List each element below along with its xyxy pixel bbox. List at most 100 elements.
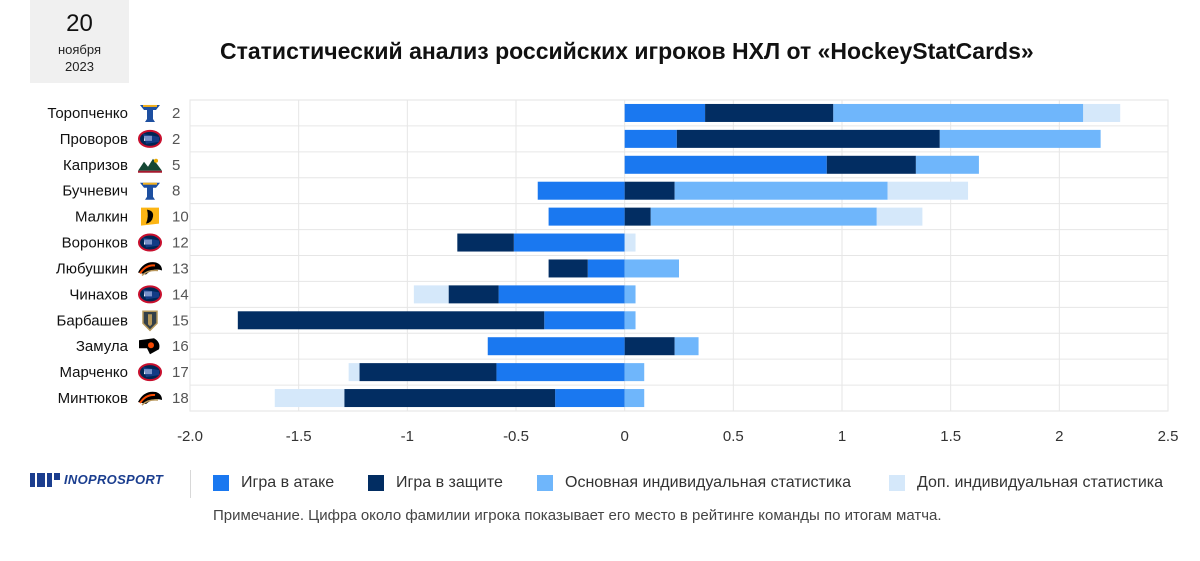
- wild-logo-icon: [138, 158, 162, 173]
- bar-defense: [624, 207, 651, 226]
- player-name: Бучневич: [62, 183, 128, 200]
- brand-mark-icon: [30, 472, 60, 487]
- legend-swatch-extra-stats: [889, 475, 905, 491]
- bar-defense: [457, 233, 514, 252]
- player-name: Любушкин: [56, 260, 128, 277]
- bar-attack: [555, 389, 625, 408]
- team-rank: 2: [172, 131, 180, 148]
- bar-main_stats: [674, 337, 699, 356]
- footnote: Примечание. Цифра около фамилии игрока п…: [213, 507, 942, 524]
- bar-attack: [624, 129, 677, 148]
- bar-extra_stats: [1083, 103, 1121, 122]
- bar-main_stats: [650, 207, 877, 226]
- team-rank: 8: [172, 183, 180, 200]
- blue-jackets-logo-icon: [138, 285, 162, 304]
- brand-logo: INOPROSPORT: [30, 472, 163, 487]
- x-tick-label: -1.5: [286, 428, 312, 445]
- bar-defense: [624, 181, 675, 200]
- bar-extra_stats: [348, 363, 360, 382]
- ducks-logo-icon: [138, 262, 162, 277]
- bar-attack: [624, 155, 827, 174]
- bar-defense: [448, 285, 499, 304]
- bar-main_stats: [624, 389, 645, 408]
- bar-defense: [237, 311, 545, 330]
- legend-item-defense: Игра в защите: [368, 474, 503, 492]
- player-name: Капризов: [63, 157, 128, 174]
- blue-jackets-logo-icon: [138, 363, 162, 382]
- legend-item-extra-stats: Доп. индивидуальная статистика: [889, 474, 1163, 492]
- x-tick-label: 0.5: [723, 428, 744, 445]
- bar-attack: [513, 233, 625, 252]
- legend-swatch-defense: [368, 475, 384, 491]
- bar-attack: [587, 259, 625, 278]
- bar-main_stats: [674, 181, 888, 200]
- blues-logo-icon: [140, 104, 160, 122]
- player-name: Воронков: [62, 235, 128, 252]
- player-name: Проворов: [60, 131, 128, 148]
- bar-main_stats: [915, 155, 979, 174]
- bar-main_stats: [939, 129, 1101, 148]
- divider: [190, 470, 191, 498]
- legend: Игра в атаке Игра в защите Основная инди…: [0, 474, 1200, 496]
- team-rank: 18: [172, 390, 189, 407]
- bar-extra_stats: [624, 233, 636, 252]
- date-day: 20: [66, 10, 93, 37]
- blue-jackets-logo-icon: [138, 129, 162, 148]
- team-rank: 13: [172, 260, 189, 277]
- x-tick-label: 2.5: [1158, 428, 1179, 445]
- bar-defense: [548, 259, 588, 278]
- bar-attack: [548, 207, 625, 226]
- bar-main_stats: [624, 259, 679, 278]
- team-rank: 12: [172, 235, 189, 252]
- bar-main_stats: [624, 363, 645, 382]
- golden-knights-logo-icon: [142, 310, 158, 332]
- ducks-logo-icon: [138, 391, 162, 406]
- bar-defense: [359, 363, 497, 382]
- bar-extra_stats: [876, 207, 923, 226]
- x-tick-label: -0.5: [503, 428, 529, 445]
- legend-label-defense: Игра в защите: [396, 474, 503, 491]
- bar-main_stats: [624, 311, 636, 330]
- legend-label-main-stats: Основная индивидуальная статистика: [565, 474, 852, 491]
- date-year: 2023: [65, 59, 94, 74]
- bar-defense: [624, 337, 675, 356]
- player-name: Торопченко: [47, 105, 128, 122]
- bar-extra_stats: [413, 285, 449, 304]
- x-tick-label: 2: [1055, 428, 1063, 445]
- brand-name: INOPROSPORT: [64, 472, 164, 487]
- player-name: Чинахов: [69, 286, 128, 303]
- x-tick-label: -2.0: [177, 428, 203, 445]
- legend-label-extra-stats: Доп. индивидуальная статистика: [917, 474, 1163, 491]
- bar-attack: [487, 337, 625, 356]
- team-rank: 14: [172, 286, 189, 303]
- bar-extra_stats: [887, 181, 969, 200]
- bar-extra_stats: [274, 389, 345, 408]
- legend-label-attack: Игра в атаке: [241, 474, 335, 491]
- bar-defense: [344, 389, 556, 408]
- team-rank: 10: [172, 209, 189, 226]
- penguins-logo-icon: [141, 207, 159, 226]
- player-name: Малкин: [75, 209, 128, 226]
- x-tick-label: 1.5: [940, 428, 961, 445]
- blues-logo-icon: [140, 182, 160, 200]
- x-tick-label: 1: [838, 428, 846, 445]
- bar-attack: [544, 311, 625, 330]
- flyers-logo-icon: [139, 338, 160, 355]
- team-rank: 15: [172, 312, 189, 329]
- bar-attack: [496, 363, 625, 382]
- blue-jackets-logo-icon: [138, 233, 162, 252]
- legend-item-main-stats: Основная индивидуальная статистика: [537, 474, 851, 492]
- x-tick-label: -1: [401, 428, 414, 445]
- bar-main_stats: [624, 285, 636, 304]
- bar-defense: [676, 129, 940, 148]
- bar-defense: [705, 103, 834, 122]
- bar-defense: [826, 155, 916, 174]
- legend-swatch-attack: [213, 475, 229, 491]
- player-name: Минтюков: [58, 390, 128, 407]
- team-rank: 16: [172, 338, 189, 355]
- x-tick-label: 0: [620, 428, 628, 445]
- player-name: Барбашев: [57, 312, 128, 329]
- bar-attack: [498, 285, 625, 304]
- team-rank: 2: [172, 105, 180, 122]
